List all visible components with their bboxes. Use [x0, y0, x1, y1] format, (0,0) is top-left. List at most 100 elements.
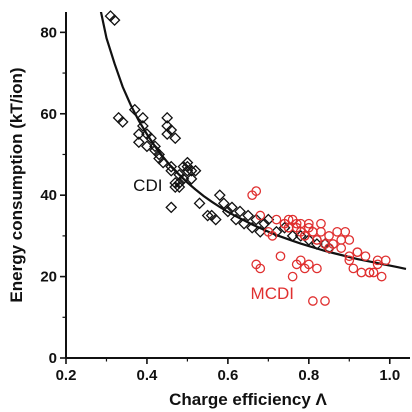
data-point-cdi: [153, 148, 166, 161]
data-point-cdi: [116, 115, 129, 128]
y-axis-title: Energy consumption (kT/ion): [7, 67, 26, 302]
data-point-cdi: [189, 164, 202, 177]
data-point-cdi: [161, 111, 174, 124]
data-point-cdi: [217, 197, 230, 210]
data-point-cdi: [161, 128, 174, 141]
labels: 0.2 0.4 0.6 0.8 1.0 0 20 40 60 80 Charge efficienc…: [7, 24, 400, 409]
axes: [60, 12, 410, 364]
data-point-mcdi: [312, 263, 322, 274]
data-point-cdi: [128, 103, 141, 116]
data-point-cdi: [141, 140, 153, 153]
data-point-mcdi: [360, 251, 371, 262]
series-cdi: [104, 10, 335, 255]
data-point-mcdi: [356, 267, 367, 278]
fit-curve: [99, 12, 407, 270]
data-point-mcdi: [271, 214, 282, 225]
data-point-cdi: [286, 229, 299, 242]
data-point-mcdi: [255, 210, 266, 221]
data-point-mcdi: [368, 267, 379, 278]
data-point-mcdi: [283, 222, 294, 233]
data-point-mcdi: [291, 218, 302, 229]
data-point-mcdi: [303, 259, 314, 270]
data-point-cdi: [302, 234, 315, 246]
data-point-mcdi: [336, 243, 347, 253]
data-point-mcdi: [324, 231, 334, 241]
data-point-mcdi: [344, 251, 355, 262]
annotation-cdi: CDI: [133, 176, 162, 195]
x-axis-title: Charge efficiency Λ: [169, 390, 327, 409]
data-point-mcdi: [312, 235, 322, 245]
x-tick-label: 0.8: [298, 367, 319, 384]
series-mcdi: [247, 186, 391, 306]
data-point-mcdi: [320, 296, 330, 306]
data-point-mcdi: [352, 247, 363, 258]
data-point-cdi: [181, 156, 194, 169]
data-point-mcdi: [332, 226, 343, 237]
data-point-mcdi: [336, 235, 347, 245]
data-point-cdi: [136, 120, 149, 132]
data-point-mcdi: [255, 263, 266, 274]
data-point-cdi: [201, 209, 214, 222]
y-tick-label: 0: [49, 350, 57, 367]
y-tick-label: 60: [40, 106, 57, 123]
data-point-mcdi: [299, 231, 310, 241]
data-point-mcdi: [287, 271, 298, 282]
data-point-cdi: [149, 140, 161, 153]
data-point-mcdi: [316, 226, 326, 237]
data-point-mcdi: [308, 296, 318, 306]
data-point-cdi: [157, 156, 170, 169]
y-tick-label: 20: [40, 269, 57, 286]
data-point-mcdi: [376, 271, 387, 282]
data-point-cdi: [213, 189, 226, 202]
data-point-mcdi: [348, 263, 359, 274]
data-point-cdi: [136, 111, 149, 124]
data-point-cdi: [169, 181, 182, 193]
data-point-cdi: [254, 225, 267, 238]
data-point-cdi: [230, 213, 242, 226]
annotation-mcdi: MCDI: [251, 284, 294, 303]
data-point-cdi: [132, 136, 145, 149]
data-point-mcdi: [344, 235, 355, 245]
data-point-cdi: [169, 132, 182, 145]
data-point-cdi: [234, 205, 246, 218]
data-point-mcdi: [316, 218, 326, 229]
data-point-cdi: [132, 128, 145, 141]
data-point-cdi: [262, 213, 275, 226]
data-point-mcdi: [267, 231, 278, 241]
y-tick-label: 40: [40, 187, 57, 204]
x-tick-label: 0.2: [56, 367, 77, 384]
data-point-cdi: [209, 213, 222, 226]
data-point-cdi: [221, 205, 234, 218]
data-point-mcdi: [251, 186, 262, 196]
data-point-mcdi: [295, 218, 306, 229]
data-point-cdi: [258, 217, 271, 230]
data-point-cdi: [185, 164, 198, 177]
data-point-mcdi: [308, 226, 318, 237]
data-point-cdi: [165, 164, 178, 177]
x-tick-label: 1.0: [379, 367, 400, 384]
data-point-cdi: [242, 209, 255, 222]
data-point-cdi: [145, 132, 157, 145]
data-point-mcdi: [372, 259, 383, 270]
data-point-mcdi: [275, 251, 286, 262]
data-point-cdi: [185, 172, 198, 185]
data-point-cdi: [165, 124, 178, 136]
data-point-mcdi: [320, 239, 330, 249]
data-point-cdi: [246, 221, 259, 234]
data-point-cdi: [238, 217, 250, 230]
y-tick-label: 80: [40, 24, 57, 41]
data-point-cdi: [193, 197, 206, 210]
data-point-mcdi: [295, 255, 306, 266]
data-point-cdi: [108, 14, 121, 27]
data-point-cdi: [165, 160, 178, 173]
data-point-cdi: [173, 177, 186, 189]
data-point-mcdi: [344, 255, 355, 266]
data-point-mcdi: [364, 267, 375, 278]
data-marks: [99, 10, 407, 306]
data-point-mcdi: [340, 226, 351, 237]
data-point-cdi: [250, 213, 263, 226]
data-point-mcdi: [380, 255, 391, 266]
data-point-cdi: [181, 164, 194, 177]
data-point-cdi: [165, 201, 178, 214]
